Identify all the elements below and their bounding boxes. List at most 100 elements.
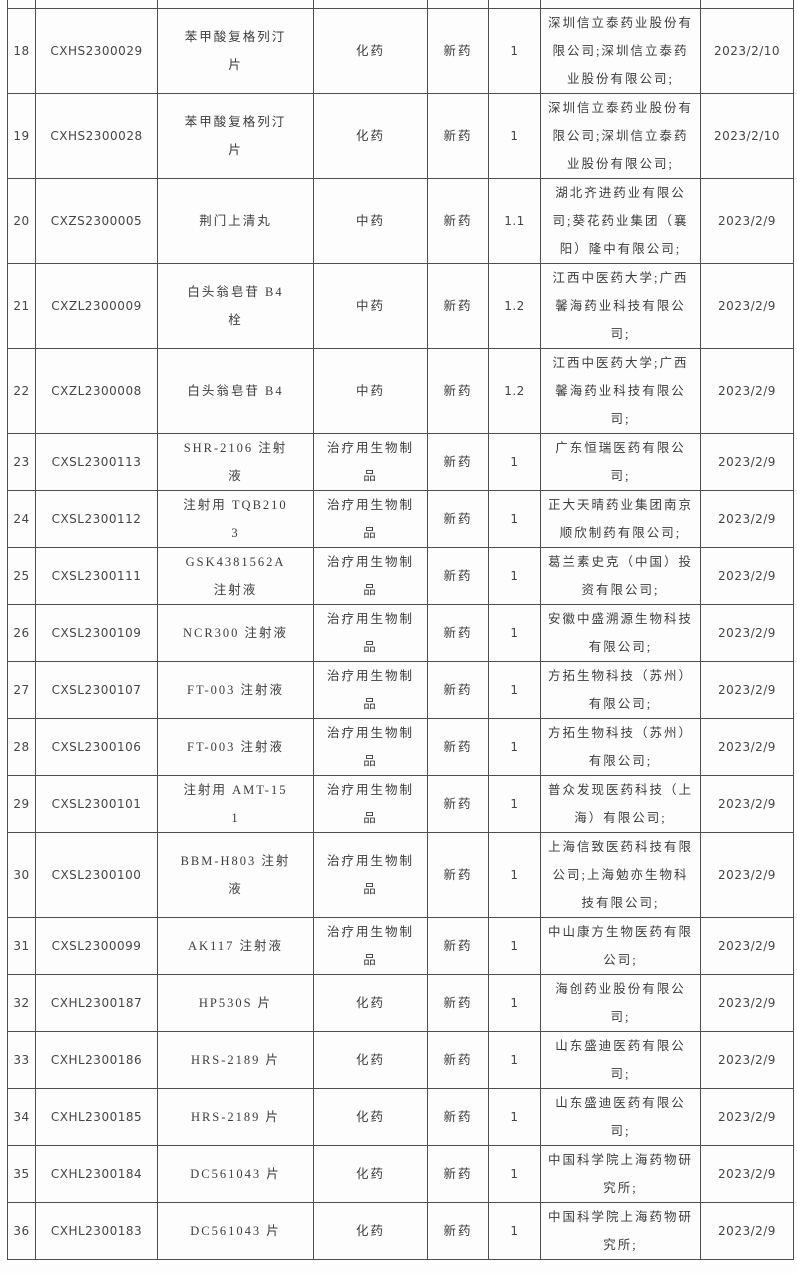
empty-cell — [427, 0, 489, 9]
cell-date: 2023/2/9 — [700, 832, 794, 918]
cell-applicant: 深圳信立泰药业股份有限公司;深圳信立泰药业股份有限公司; — [540, 8, 701, 94]
cell-drug-name: 苯甲酸复格列汀片 — [157, 93, 314, 179]
cell-acceptance-no: CXZS2300005 — [35, 178, 158, 264]
cell-drug-type: 治疗用生物制品 — [313, 547, 428, 605]
cell-drug-name: DC561043 片 — [157, 1145, 314, 1203]
cell-seq: 30 — [7, 832, 36, 918]
cell-acceptance-no: CXSL2300113 — [35, 433, 158, 491]
table-row: 23 CXSL2300113 SHR-2106 注射液 治疗用生物制品 新药 1 广东恒瑞医… — [7, 433, 794, 491]
cell-applicant: 江西中医药大学;广西馨海药业科技有限公司; — [540, 348, 701, 434]
cell-drug-name: DC561043 片 — [157, 1202, 314, 1260]
cell-drug-type: 化药 — [313, 1088, 428, 1146]
table-row: 34 CXHL2300185 HRS-2189 片化药 新药 1 山东盛迪医药有限公司; 2… — [7, 1088, 794, 1146]
cell-application-type: 新药 — [427, 1145, 489, 1203]
cell-applicant: 深圳信立泰药业股份有限公司;深圳信立泰药业股份有限公司; — [540, 93, 701, 179]
cell-date: 2023/2/9 — [700, 604, 794, 662]
cell-applicant: 山东盛迪医药有限公司; — [540, 1088, 701, 1146]
table-row: 20 CXZS2300005 荆门上清丸 中药 新药 1.1 湖北齐进药业有限公司;葵花药业… — [7, 178, 794, 264]
cell-drug-name: SHR-2106 注射液 — [157, 433, 314, 491]
table-row: 24 CXSL2300112 注射用 TQB2103 治疗用生物制品 新药 1 正大天晴药业… — [7, 490, 794, 548]
cell-seq: 31 — [7, 917, 36, 975]
table-row: 35 CXHL2300184 DC561043 片化药 新药 1 中国科学院上海药物研究所… — [7, 1145, 794, 1203]
cell-reg-class: 1 — [488, 93, 541, 179]
cell-date: 2023/2/9 — [700, 348, 794, 434]
cell-reg-class: 1 — [488, 604, 541, 662]
empty-cell — [157, 0, 314, 9]
cell-application-type: 新药 — [427, 661, 489, 719]
cell-applicant: 山东盛迪医药有限公司; — [540, 1031, 701, 1089]
cell-date: 2023/2/9 — [700, 178, 794, 264]
empty-cell — [35, 0, 158, 9]
cell-drug-name: BBM-H803 注射液 — [157, 832, 314, 918]
cell-application-type: 新药 — [427, 832, 489, 918]
cell-applicant: 方拓生物科技（苏州）有限公司; — [540, 661, 701, 719]
cell-application-type: 新药 — [427, 1088, 489, 1146]
cell-seq: 18 — [7, 8, 36, 94]
cell-applicant: 中山康方生物医药有限公司; — [540, 917, 701, 975]
cell-seq: 23 — [7, 433, 36, 491]
cell-acceptance-no: CXHL2300185 — [35, 1088, 158, 1146]
cell-seq: 26 — [7, 604, 36, 662]
empty-cell — [700, 0, 794, 9]
cell-applicant: 海创药业股份有限公司; — [540, 974, 701, 1032]
cell-applicant: 葛兰素史克（中国）投资有限公司; — [540, 547, 701, 605]
cell-reg-class: 1 — [488, 661, 541, 719]
table-row: 19 CXHS2300028 苯甲酸复格列汀片 化药 新药 1 深圳信立泰药业股份有限公司;… — [7, 93, 794, 179]
cell-application-type: 新药 — [427, 604, 489, 662]
cell-seq: 20 — [7, 178, 36, 264]
cell-date: 2023/2/9 — [700, 917, 794, 975]
cell-application-type: 新药 — [427, 348, 489, 434]
cell-drug-name: HP530S 片 — [157, 974, 314, 1032]
cell-reg-class: 1 — [488, 547, 541, 605]
cell-application-type: 新药 — [427, 490, 489, 548]
cell-application-type: 新药 — [427, 263, 489, 349]
cell-application-type: 新药 — [427, 917, 489, 975]
cell-reg-class: 1 — [488, 433, 541, 491]
cell-reg-class: 1 — [488, 775, 541, 833]
table-row: 30 CXSL2300100 BBM-H803 注射液 治疗用生物制品 新药 1 上海信致医… — [7, 832, 794, 918]
cell-application-type: 新药 — [427, 93, 489, 179]
cell-date: 2023/2/10 — [700, 93, 794, 179]
cell-applicant: 中国科学院上海药物研究所; — [540, 1145, 701, 1203]
empty-cell — [313, 0, 428, 9]
cell-drug-type: 化药 — [313, 93, 428, 179]
table-row: 26 CXSL2300109 NCR300 注射液 治疗用生物制品 新药 1 安徽中盛溯源生… — [7, 604, 794, 662]
cell-date: 2023/2/9 — [700, 547, 794, 605]
cell-application-type: 新药 — [427, 974, 489, 1032]
cell-reg-class: 1.2 — [488, 263, 541, 349]
cell-reg-class: 1 — [488, 8, 541, 94]
cell-seq: 22 — [7, 348, 36, 434]
cell-drug-name: 注射用 AMT-151 — [157, 775, 314, 833]
cell-application-type: 新药 — [427, 718, 489, 776]
cell-date: 2023/2/9 — [700, 433, 794, 491]
cell-drug-name: 注射用 TQB2103 — [157, 490, 314, 548]
cell-drug-name: 荆门上清丸 — [157, 178, 314, 264]
cell-reg-class: 1 — [488, 1031, 541, 1089]
cell-acceptance-no: CXSL2300107 — [35, 661, 158, 719]
cell-application-type: 新药 — [427, 1202, 489, 1260]
cell-applicant: 广东恒瑞医药有限公司; — [540, 433, 701, 491]
cell-drug-type: 中药 — [313, 263, 428, 349]
cell-acceptance-no: CXHL2300187 — [35, 974, 158, 1032]
cell-drug-name: 白头翁皂苷 B4 栓 — [157, 263, 314, 349]
table-row: 18 CXHS2300029 苯甲酸复格列汀片 化药 新药 1 深圳信立泰药业股份有限公司;… — [7, 8, 794, 94]
cell-reg-class: 1 — [488, 832, 541, 918]
cell-date: 2023/2/10 — [700, 8, 794, 94]
cell-acceptance-no: CXHS2300028 — [35, 93, 158, 179]
cell-drug-name: GSK4381562A 注射液 — [157, 547, 314, 605]
cell-reg-class: 1 — [488, 718, 541, 776]
cell-drug-type: 中药 — [313, 178, 428, 264]
cell-acceptance-no: CXZL2300008 — [35, 348, 158, 434]
cell-seq: 35 — [7, 1145, 36, 1203]
cell-drug-type: 治疗用生物制品 — [313, 433, 428, 491]
cell-date: 2023/2/9 — [700, 263, 794, 349]
cell-drug-type: 治疗用生物制品 — [313, 604, 428, 662]
cell-acceptance-no: CXHL2300184 — [35, 1145, 158, 1203]
cell-drug-type: 化药 — [313, 1202, 428, 1260]
cell-drug-name: HRS-2189 片 — [157, 1031, 314, 1089]
cell-acceptance-no: CXHL2300183 — [35, 1202, 158, 1260]
drug-registration-table: 18 CXHS2300029 苯甲酸复格列汀片 化药 新药 1 深圳信立泰药业股份有限公司;… — [7, 0, 794, 1260]
cell-applicant: 中国科学院上海药物研究所; — [540, 1202, 701, 1260]
cell-reg-class: 1 — [488, 490, 541, 548]
